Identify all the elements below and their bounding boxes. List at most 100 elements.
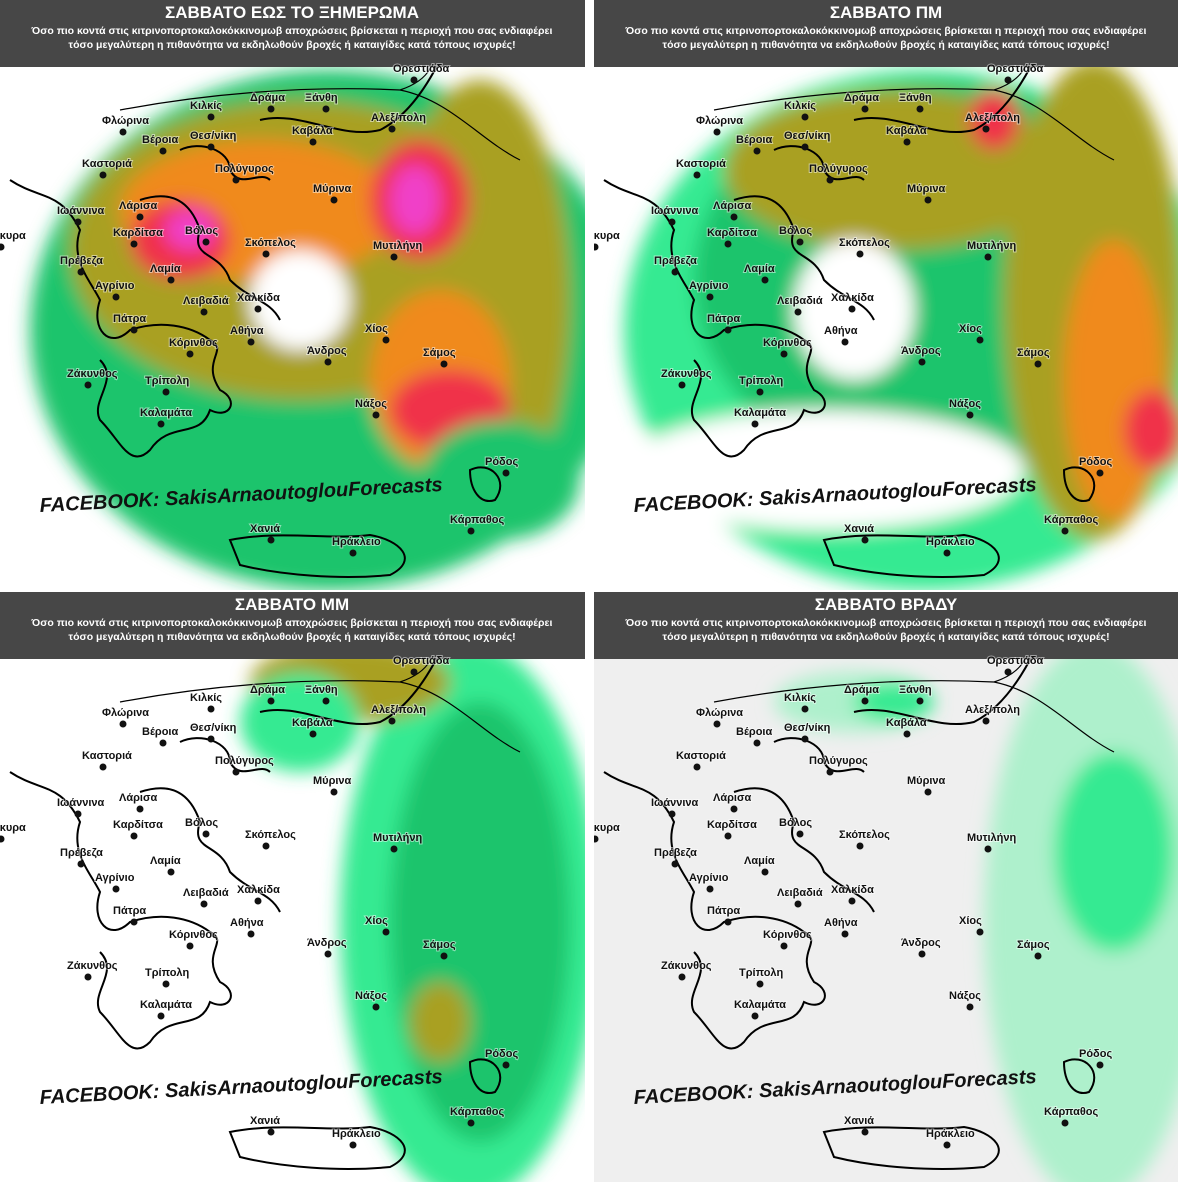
city-label: Κέρκυρα [0,822,26,834]
city-label: Ορεστιάδα [987,655,1044,667]
city-label: Ορεστιάδα [393,655,450,667]
city-label: Καρδίτσα [113,819,163,831]
city-label: Καβάλα [292,717,333,729]
city-marker [207,735,215,743]
precipitation-area [390,165,440,235]
city-label: Κιλκίς [190,100,222,112]
city-marker [410,76,418,84]
city-marker [668,218,676,226]
city-label: Καβάλα [886,717,927,729]
city-marker [322,697,330,705]
city-marker [713,720,721,728]
map-panel: ΣΑΒΒΑΤΟ ΒΡΑΔΥ Όσο πιο κοντά στις κιτρινοπ… [594,592,1178,1182]
city-marker [861,105,869,113]
city-marker [1096,469,1104,477]
city-marker [99,171,107,179]
city-marker [724,240,732,248]
city-marker [388,717,396,725]
city-marker [112,885,120,893]
city-marker [861,536,869,544]
city-label: Χαλκίδα [831,292,874,304]
city-label: Κιλκίς [784,100,816,112]
city-marker [1034,952,1042,960]
precipitation-area [250,250,350,350]
city-label: Μυτιλήνη [967,240,1016,252]
city-label: Καβάλα [292,125,333,137]
city-label: Κέρκυρα [0,230,26,242]
city-marker [410,668,418,676]
city-marker [841,930,849,938]
city-label: Μυτιλήνη [967,832,1016,844]
header-bar [0,592,585,659]
city-marker [903,730,911,738]
city-label: Πάτρα [113,313,146,325]
city-label: Ηράκλειο [332,536,381,548]
precipitation-layer [240,642,585,1182]
city-label: Σκόπελος [839,237,890,249]
city-label: Μυτιλήνη [373,832,422,844]
city-marker [502,469,510,477]
city-marker [801,735,809,743]
panel-title: ΣΑΒΒΑΤΟ ΒΡΑΔΥ [815,595,958,614]
precipitation-area [969,90,1019,150]
city-label: Άνδρος [307,937,347,949]
city-label: Αθήνα [230,917,264,929]
city-label: Αθήνα [824,917,858,929]
city-marker [349,549,357,557]
city-label: Θεσ/νίκη [784,130,831,142]
city-label: Ηράκλειο [926,1128,975,1140]
city-marker [186,350,194,358]
city-marker [262,842,270,850]
city-label: Ζάκυνθος [67,960,118,972]
city-marker [780,942,788,950]
city-marker [780,350,788,358]
city-label: Ρόδος [485,456,518,468]
city-marker [693,763,701,771]
city-label: Πρέβεζα [654,255,697,267]
city-marker [751,420,759,428]
city-marker [706,293,714,301]
city-label: Ρόδος [485,1048,518,1060]
city-marker [918,950,926,958]
city-label: Ξάνθη [305,684,338,696]
city-marker [324,950,332,958]
city-marker [1061,1119,1069,1127]
panel-title: ΣΑΒΒΑΤΟ ΜΜ [235,595,349,614]
city-label: Χανιά [250,1115,280,1127]
city-marker [349,1141,357,1149]
city-marker [77,268,85,276]
city-marker [966,411,974,419]
map-panel: ΣΑΒΒΑΤΟ ΠΜ Όσο πιο κοντά στις κιτρινοπορτ… [594,0,1178,590]
city-label: Πάτρα [113,905,146,917]
city-label: Φλώρινα [696,707,743,719]
city-marker [162,980,170,988]
city-label: Νάξος [949,398,981,410]
city-label: Σάμος [423,347,456,359]
precipitation-layer [30,70,585,590]
city-marker [693,171,701,179]
city-label: Κόρινθος [763,929,812,941]
city-marker [74,810,82,818]
city-label: Ιωάννινα [651,797,699,809]
city-marker [254,897,262,905]
city-label: Κάρπαθος [450,1106,504,1118]
city-marker [796,238,804,246]
city-marker [130,240,138,248]
panel-title: ΣΑΒΒΑΤΟ ΠΜ [830,3,942,22]
city-label: Φλώρινα [696,115,743,127]
city-marker [1096,1061,1104,1069]
city-label: Λάρισα [713,792,751,804]
city-marker [794,900,802,908]
city-label: Τρίπολη [145,375,190,387]
city-marker [753,739,761,747]
city-label: Σάμος [423,939,456,951]
coastline [9,59,502,578]
city-label: Βόλος [185,817,218,829]
city-label: Αθήνα [230,325,264,337]
city-label: Μύρινα [313,775,352,787]
city-marker [157,420,165,428]
city-marker [309,730,317,738]
city-marker [976,336,984,344]
caption-line: τόσο μεγαλύτερη η πιθανότητα να εκδηλωθο… [68,631,515,643]
